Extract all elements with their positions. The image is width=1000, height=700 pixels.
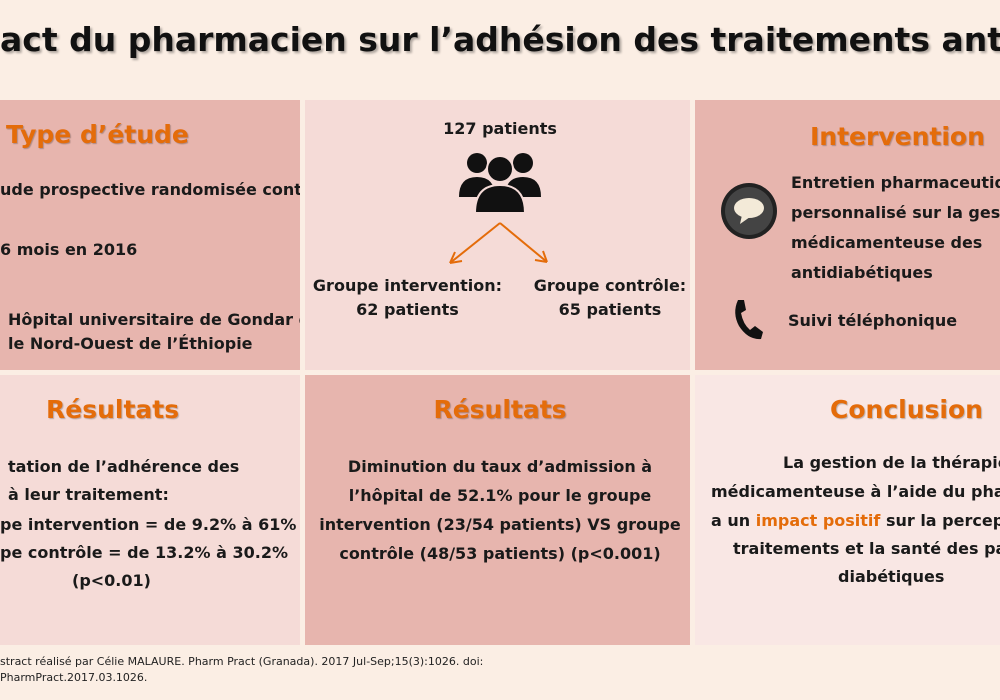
text: a un impact positif sur la percept: [711, 507, 1000, 534]
text: pe contrôle = de 13.2% à 30.2%: [0, 543, 288, 562]
footer: stract réalisé par Célie MALAURE. Pharm …: [0, 655, 484, 668]
item: 6 mois en 2016: [0, 240, 138, 259]
text: diabétiques: [838, 567, 945, 586]
item: Hôpital universitaire de Gondar dans: [8, 310, 300, 329]
text: l’hôpital de 52.1% pour le groupe: [348, 486, 652, 505]
text: La gestion de la thérapie: [783, 453, 1000, 472]
text: intervention (23/54 patients) VS groupe: [319, 515, 681, 534]
group-label: Groupe intervention:: [312, 276, 503, 295]
group-count: 62 patients: [356, 300, 459, 319]
title: act du pharmacien sur l’adhésion des tra…: [0, 20, 1000, 59]
text: (p<0.01): [72, 571, 151, 590]
text: a un: [711, 511, 756, 530]
item: le Nord-Ouest de l’Éthiopie: [8, 334, 253, 353]
text: antidiabétiques: [791, 263, 933, 282]
conclusion-panel: Conclusion La gestion de la thérapie méd…: [695, 375, 1000, 645]
text: sur la percept: [880, 511, 1000, 530]
intervention-panel: Intervention Entretien pharmaceutiq pers…: [695, 100, 1000, 370]
heading: Résultats: [433, 395, 567, 424]
text: contrôle (48/53 patients) (p<0.001): [339, 544, 661, 563]
item: ude prospective randomisée contrôlée: [0, 180, 300, 199]
heading: Résultats: [46, 395, 180, 424]
results-admission-panel: Résultats Diminution du taux d’admission…: [305, 375, 690, 645]
population-panel: 127 patients Groupe intervention: 62 pat…: [305, 100, 690, 370]
arrows: [449, 222, 548, 264]
heading: Type d’étude: [6, 120, 189, 149]
heading: Intervention: [810, 122, 985, 151]
study-type-panel: Type d’étude ude prospective randomisée …: [0, 100, 300, 370]
text: à leur traitement:: [8, 485, 169, 504]
total: 127 patients: [443, 119, 557, 138]
text: médicamenteuse des: [791, 233, 983, 252]
text: médicamenteuse à l’aide du phar: [711, 482, 1000, 501]
phone-icon: [735, 300, 763, 340]
text: Entretien pharmaceutiq: [791, 173, 1000, 192]
text: pe intervention = de 9.2% à 61%: [0, 515, 297, 534]
highlight: impact positif: [755, 511, 881, 530]
footer: PharmPract.2017.03.1026.: [0, 671, 148, 684]
results-adherence-panel: Résultats tation de l’adhérence des à le…: [0, 375, 300, 645]
text: traitements et la santé des pat: [733, 539, 1000, 558]
people-icon: [459, 153, 541, 214]
text: personnalisé sur la gest: [791, 203, 1000, 222]
speech-icon: [721, 183, 777, 239]
text: tation de l’adhérence des: [8, 457, 240, 476]
text: Suivi téléphonique: [788, 311, 958, 330]
group-label: Groupe contrôle:: [533, 276, 687, 295]
group-count: 65 patients: [558, 300, 662, 319]
text: Diminution du taux d’admission à: [347, 457, 653, 476]
heading: Conclusion: [830, 395, 983, 424]
